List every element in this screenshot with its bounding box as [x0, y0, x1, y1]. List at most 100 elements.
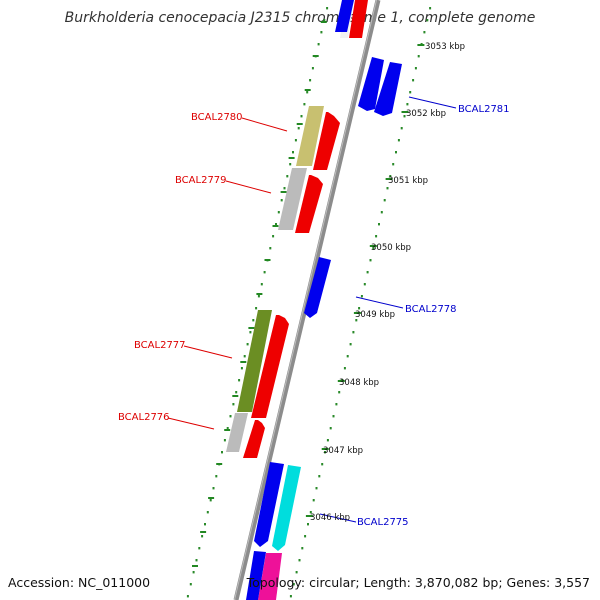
gene-bar-bcal2780-khaki[interactable]	[296, 106, 324, 166]
outer-track-dot	[272, 235, 275, 238]
inner-track-dot	[355, 319, 358, 322]
gene-labels: BCAL2780 BCAL2779 BCAL2777 BCAL2776 BCAL…	[118, 104, 510, 528]
leader-bcal2780	[241, 117, 288, 132]
outer-track-dot	[309, 79, 312, 82]
kbp-label-3049: 3049 kbp	[355, 310, 395, 320]
gene-label-bcal2777[interactable]: BCAL2777	[134, 340, 186, 351]
gene-bar-bcal2775-blue[interactable]	[254, 462, 284, 547]
outer-track-dot	[303, 103, 306, 106]
outer-track-dot	[255, 307, 258, 310]
inner-track-dot	[363, 283, 366, 286]
gene-bar-bcal2781-blue-a[interactable]	[358, 57, 384, 111]
outer-track-dot	[204, 523, 206, 526]
inner-track-dot	[315, 487, 318, 490]
inner-track-dot	[369, 259, 372, 262]
outer-track-dot	[320, 31, 323, 34]
outer-track-dot	[252, 319, 255, 322]
inner-track-dot	[358, 307, 361, 310]
outer-track-dot	[186, 595, 189, 598]
kbp-label-3050: 3050 kbp	[371, 243, 411, 253]
inner-track-dot	[324, 451, 326, 454]
outer-track-dot	[206, 511, 209, 514]
outer-track-dot	[311, 67, 314, 70]
outer-track-dot	[195, 559, 198, 562]
inner-track-dot	[378, 223, 380, 226]
inner-track-dot	[423, 31, 426, 34]
gene-bar-bcal2775-cyan[interactable]	[272, 465, 301, 551]
gene-bar-bcal2777-red[interactable]	[251, 315, 289, 418]
outer-track-dot	[317, 43, 320, 46]
outer-track-dot	[201, 535, 204, 538]
kbp-label-3048: 3048 kbp	[339, 378, 379, 388]
gene-label-bcal2779[interactable]: BCAL2779	[175, 175, 227, 186]
gene-bar-bcal2779-red[interactable]	[295, 175, 323, 233]
gene-label-bcal2776[interactable]: BCAL2776	[118, 412, 170, 423]
inner-track-dot	[301, 547, 304, 550]
outer-track-dot	[300, 115, 303, 118]
outer-track-dot	[249, 331, 252, 334]
gene-bar-bcal2781-blue-b[interactable]	[374, 62, 402, 116]
chromosome-backbone	[233, 0, 381, 600]
outer-track-dot	[226, 427, 229, 430]
inner-track-dot	[372, 247, 375, 250]
leader-bcal2778	[355, 296, 404, 309]
outer-track-dot	[275, 223, 277, 226]
inner-track-dot	[395, 151, 397, 154]
map-title: Burkholderia cenocepacia J2315 chromosom…	[64, 10, 536, 26]
gene-label-bcal2775[interactable]: BCAL2775	[357, 517, 409, 528]
inner-track-dot	[406, 103, 409, 106]
inner-track-dot	[292, 583, 295, 586]
outer-track-dot	[260, 283, 263, 286]
gene-bar-bcal2776-grey[interactable]	[226, 413, 248, 452]
inner-track-dot	[380, 211, 383, 214]
outer-track-dot	[323, 19, 326, 22]
gene-label-bcal2781[interactable]: BCAL2781	[458, 104, 510, 115]
outer-track-dot	[209, 499, 212, 502]
inner-track-dot	[304, 535, 307, 538]
gene-bar-top-red[interactable]	[349, 0, 368, 38]
kbp-label-3053: 3053 kbp	[425, 42, 465, 52]
outer-track-dot	[198, 547, 201, 550]
outer-track-dot	[243, 355, 246, 358]
gene-label-bcal2778[interactable]: BCAL2778	[405, 304, 457, 315]
inner-track-dot	[412, 79, 415, 82]
inner-track-dot	[360, 295, 363, 298]
outer-track-dot	[221, 451, 223, 454]
inner-track-dot	[386, 187, 389, 190]
inner-track-dot	[383, 199, 386, 202]
outer-track-dot	[306, 91, 309, 94]
outer-track-dot	[297, 127, 300, 130]
gene-bar-bcal2780-red[interactable]	[313, 112, 340, 170]
gene-bar-bcal2776-red[interactable]	[243, 420, 265, 458]
reverse-strand-genes	[246, 0, 402, 600]
outer-track-dot	[189, 583, 192, 586]
outer-track-dot	[277, 211, 280, 214]
inner-track-dot	[352, 331, 355, 334]
outer-track-dot	[235, 391, 238, 394]
gene-label-bcal2780[interactable]: BCAL2780	[191, 112, 243, 123]
gene-bar-bcal2779-grey[interactable]	[278, 168, 307, 230]
outer-track-dot	[257, 295, 260, 298]
outer-track-dot	[232, 403, 235, 406]
gene-bar-bottom-pink[interactable]	[258, 553, 282, 600]
inner-track-dot	[397, 139, 400, 142]
outer-track-dot	[246, 343, 249, 346]
inner-track-dot	[343, 367, 346, 370]
outer-track-dot	[289, 163, 292, 166]
inner-track-dot	[366, 271, 369, 274]
inner-track-dot	[321, 463, 324, 466]
inner-track-dot	[338, 391, 341, 394]
gene-bar-bcal2778-blue[interactable]	[304, 257, 331, 318]
outer-track-dot	[292, 151, 294, 154]
tick-marks	[192, 21, 425, 567]
gene-bar-bottom-blue[interactable]	[246, 551, 266, 600]
kbp-label-3046: 3046 kbp	[310, 513, 350, 523]
outer-track-dot	[263, 271, 266, 274]
inner-track-dot	[403, 115, 406, 118]
kbp-label-3047: 3047 kbp	[323, 446, 363, 456]
gene-bar-top-blue[interactable]	[335, 0, 354, 32]
inner-track-dot	[312, 499, 315, 502]
gene-bar-bcal2777-olive[interactable]	[237, 310, 272, 412]
inner-track-dot	[392, 163, 395, 166]
